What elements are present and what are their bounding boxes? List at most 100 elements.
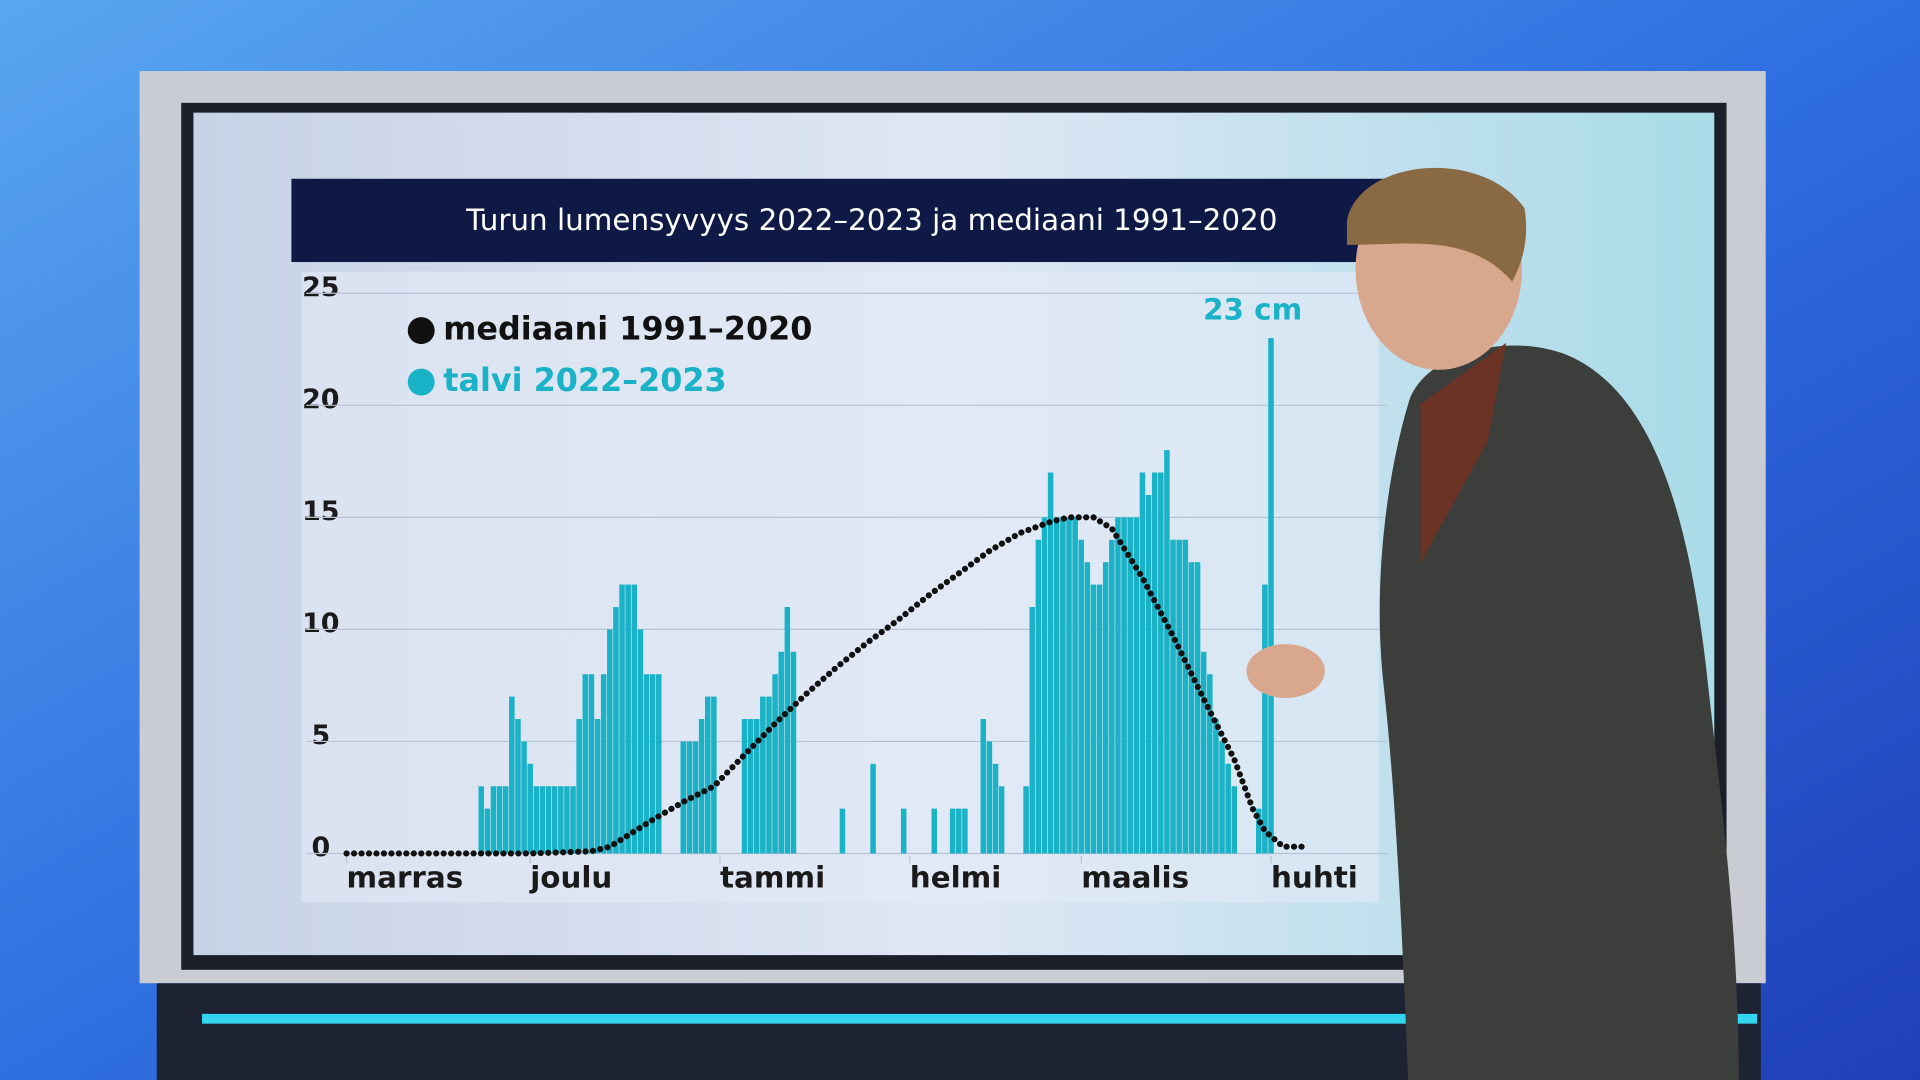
- bar: [1151, 472, 1158, 854]
- bar: [998, 786, 1005, 854]
- bar: [760, 696, 766, 854]
- bar: [625, 584, 631, 854]
- x-tick-label: huhti: [1271, 861, 1358, 895]
- bar: [594, 719, 601, 854]
- bar: [1182, 539, 1189, 854]
- bar: [692, 741, 699, 854]
- bar: [1096, 584, 1103, 854]
- bar: [649, 674, 656, 854]
- legend-label: mediaani 1991–2020: [443, 310, 812, 348]
- bar: [986, 741, 993, 854]
- bar: [1084, 562, 1091, 854]
- bar: [478, 786, 484, 854]
- bar: [1207, 674, 1213, 854]
- bar: [790, 651, 797, 854]
- bar: [1225, 763, 1231, 854]
- x-tick-label: helmi: [910, 861, 1002, 895]
- led-strip: [202, 1013, 1758, 1024]
- x-tick-label: joulu: [529, 861, 612, 895]
- bar: [570, 786, 576, 854]
- bar: [545, 786, 552, 854]
- bar: [766, 696, 772, 854]
- bar: [741, 719, 748, 854]
- bar: [1139, 472, 1146, 854]
- bar: [1188, 562, 1195, 854]
- bar: [772, 674, 778, 854]
- bar: [619, 584, 625, 854]
- bar: [1053, 517, 1060, 854]
- bar: [521, 741, 527, 854]
- bar: [631, 584, 638, 854]
- bar: [509, 696, 515, 854]
- bar: [1133, 517, 1140, 854]
- bar: [600, 674, 607, 854]
- bar: [1219, 741, 1225, 854]
- bar: [1121, 517, 1127, 854]
- bar: [1078, 539, 1084, 854]
- presenter: [1246, 167, 1739, 1080]
- bar: [539, 786, 546, 854]
- plot: 0 5 10 15 20 25 marras joulu tammi helmi maalis huh…: [301, 271, 1388, 903]
- bar: [558, 786, 564, 854]
- bar: [778, 651, 784, 854]
- bar: [1047, 472, 1054, 854]
- bar: [1066, 517, 1072, 854]
- bar: [1102, 562, 1109, 854]
- bar: [949, 808, 956, 854]
- bar: [900, 808, 907, 854]
- y-tick-label: 5: [311, 720, 330, 751]
- y-tick-label: 0: [311, 832, 330, 863]
- bar: [1127, 517, 1133, 854]
- bar: [1060, 517, 1066, 854]
- bar: [980, 719, 987, 854]
- y-tick-label: 25: [302, 272, 339, 303]
- presenter-hair: [1346, 167, 1527, 282]
- bar: [527, 763, 533, 854]
- bar: [1090, 584, 1097, 854]
- bar: [931, 808, 938, 854]
- presenter-collar: [1420, 342, 1507, 564]
- bar: [637, 629, 644, 854]
- bar: [533, 786, 540, 854]
- bar: [1231, 786, 1238, 854]
- bar: [1194, 562, 1201, 854]
- bar: [576, 719, 582, 854]
- bar: [564, 786, 570, 854]
- legend-marker: [407, 368, 435, 396]
- bar: [1029, 606, 1035, 854]
- bar: [1213, 719, 1219, 854]
- y-tick-label: 10: [302, 608, 339, 639]
- bar: [839, 808, 846, 854]
- bar: [747, 719, 754, 854]
- bar: [1145, 494, 1152, 854]
- bar: [1072, 517, 1078, 854]
- bar: [1256, 808, 1262, 854]
- bar: [502, 786, 509, 854]
- bar: [1268, 338, 1274, 854]
- bar: [1170, 539, 1176, 854]
- bar: [551, 786, 558, 854]
- x-tick-label: marras: [347, 861, 464, 895]
- bar: [870, 763, 876, 854]
- bar: [1262, 584, 1268, 854]
- bar: [698, 719, 705, 854]
- bar: [607, 629, 613, 854]
- y-tick-label: 20: [302, 384, 339, 415]
- bar: [1164, 450, 1170, 854]
- legend-label: talvi 2022–2023: [443, 361, 726, 399]
- bar: [496, 786, 503, 854]
- bar: [680, 741, 687, 854]
- bar: [962, 808, 968, 854]
- bar: [1109, 539, 1115, 854]
- bar: [613, 606, 619, 854]
- x-tick-label: maalis: [1081, 861, 1189, 895]
- median-line: [343, 514, 1311, 857]
- presenter-hand: [1246, 644, 1325, 698]
- bar: [490, 786, 497, 854]
- bar: [784, 606, 791, 854]
- bar: [1158, 472, 1164, 854]
- annotation: 23 cm: [1203, 293, 1302, 327]
- chart-title: Turun lumensyvyys 2022–2023 ja mediaani …: [465, 203, 1277, 237]
